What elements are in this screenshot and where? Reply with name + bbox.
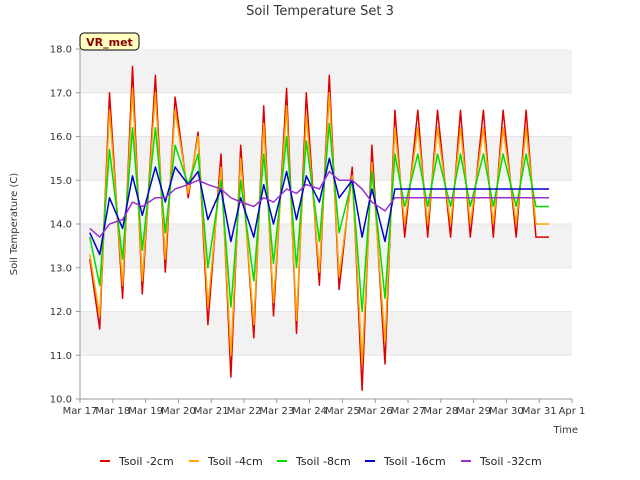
series-line-4: [89, 170, 549, 238]
legend-label: Tsoil -2cm: [118, 455, 174, 468]
x-tick-label: Mar 28: [423, 406, 458, 417]
series-line-0: [89, 65, 549, 392]
grid-band: [80, 49, 572, 93]
y-tick-label: 10.0: [50, 395, 72, 406]
y-tick-label: 12.0: [50, 307, 72, 318]
legend-item-2: Tsoil -8cm: [277, 455, 351, 468]
x-tick-label: Mar 21: [194, 406, 229, 417]
y-tick-label: 18.0: [50, 45, 72, 56]
y-tick-label: 13.0: [50, 263, 72, 274]
series-line-1: [89, 87, 549, 365]
legend-label: Tsoil -4cm: [207, 455, 263, 468]
x-tick-label: Mar 23: [259, 406, 294, 417]
legend-item-1: Tsoil -4cm: [189, 455, 263, 468]
legend-item-3: Tsoil -16cm: [365, 455, 446, 468]
x-tick-label: Mar 25: [325, 406, 360, 417]
legend-item-4: Tsoil -32cm: [461, 455, 542, 468]
x-tick-label: Mar 30: [489, 406, 524, 417]
x-tick-label: Apr 1: [559, 406, 586, 417]
x-tick-label: Mar 22: [227, 406, 262, 417]
grid-band: [80, 311, 572, 356]
x-tick-label: Mar 26: [358, 406, 393, 417]
y-tick-label: 11.0: [50, 351, 72, 362]
y-tick-label: 16.0: [50, 132, 72, 143]
chart-title: Soil Temperature Set 3: [246, 4, 394, 19]
grid-bands: [80, 49, 572, 400]
legend-label: Tsoil -16cm: [383, 455, 446, 468]
site-badge: VR_met: [79, 32, 140, 51]
y-axis-label: Soil Temperature (C): [9, 173, 20, 276]
x-tick-label: Mar 19: [128, 406, 163, 417]
legend: Tsoil -2cm Tsoil -4cm Tsoil -8cm Tsoil -16c…: [100, 455, 542, 468]
legend-item-0: Tsoil -2cm: [100, 455, 174, 468]
x-tick-label: Mar 24: [292, 406, 327, 417]
x-tick-label: Mar 29: [456, 406, 491, 417]
legend-label: Tsoil -32cm: [479, 455, 542, 468]
series-line-3: [89, 157, 549, 256]
y-tick-labels: 10.0 11.0 12.0 13.0 14.0 15.0 16.0 17.0 18.0: [50, 45, 80, 406]
x-tick-label: Mar 17: [63, 406, 98, 417]
y-tick-label: 14.0: [50, 220, 72, 231]
x-tick-label: Mar 18: [95, 406, 130, 417]
x-tick-label: Mar 27: [391, 406, 426, 417]
legend-label: Tsoil -8cm: [295, 455, 351, 468]
x-axis-label: Time: [553, 425, 578, 436]
series-line-2: [89, 122, 549, 313]
y-tick-label: 15.0: [50, 176, 72, 187]
x-tick-label: Mar 20: [161, 406, 196, 417]
x-tick-label: Mar 31: [522, 406, 557, 417]
grid-band: [80, 224, 572, 268]
site-badge-label: VR_met: [86, 36, 133, 49]
series-lines: [89, 65, 549, 392]
y-tick-label: 17.0: [50, 88, 72, 99]
